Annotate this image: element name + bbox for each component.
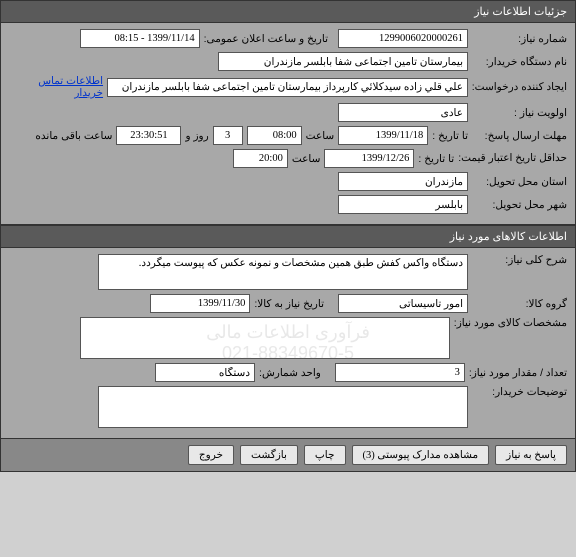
attachments-button[interactable]: مشاهده مدارک پیوستی (3): [352, 445, 490, 465]
creator-field: [107, 78, 468, 97]
group-label: گروه کالا:: [472, 298, 567, 310]
unit-label: واحد شمارش:: [259, 367, 321, 379]
contact-link[interactable]: اطلاعات تماس خریدار: [9, 75, 103, 99]
validity-label: حداقل تاریخ اعتبار قیمت:: [458, 152, 567, 165]
days-label: روز و: [185, 130, 208, 142]
until-label: تا تاریخ :: [432, 130, 468, 142]
deadline-date-field: [338, 126, 428, 145]
print-button[interactable]: چاپ: [304, 445, 346, 465]
request-number-field: [338, 29, 468, 48]
exit-button[interactable]: خروج: [188, 445, 234, 465]
goods-info-body: فرآوری اطلاعات مالی 021-88349670-5 شرح ک…: [0, 248, 576, 439]
notes-label: توضیحات خریدار:: [472, 386, 567, 398]
qty-label: تعداد / مقدار مورد نیاز:: [469, 367, 567, 379]
desc-label: شرح کلی نیاز:: [472, 254, 567, 266]
validity-until-label: تا تاریخ :: [418, 153, 454, 165]
city-field: [338, 195, 468, 214]
need-date-label: تاریخ نیاز به کالا:: [254, 298, 324, 310]
validity-time-field: [233, 149, 288, 168]
days-field: [213, 126, 243, 145]
back-button[interactable]: بازگشت: [240, 445, 298, 465]
button-row: پاسخ به نیاز مشاهده مدارک پیوستی (3) چاپ…: [0, 439, 576, 472]
time-label-2: ساعت: [292, 153, 321, 165]
creator-label: ایجاد کننده درخواست:: [472, 81, 567, 93]
buyer-label: نام دستگاه خریدار:: [472, 56, 567, 68]
time-label-1: ساعت: [306, 130, 335, 142]
deadline-time-field: [247, 126, 302, 145]
announce-field: [80, 29, 200, 48]
buyer-field: [218, 52, 468, 71]
spec-label: مشخصات کالای مورد نیاز:: [454, 317, 567, 329]
qty-field: [335, 363, 465, 382]
group-field: [338, 294, 468, 313]
city-label: شهر محل تحویل:: [472, 199, 567, 211]
deadline-label: مهلت ارسال پاسخ:: [472, 130, 567, 142]
notes-field: [98, 386, 468, 428]
goods-info-header: اطلاعات کالاهای مورد نیاز: [0, 225, 576, 248]
unit-field: [155, 363, 255, 382]
desc-field: دستگاه واکس کفش طبق همین مشخصات و نمونه …: [98, 254, 468, 290]
province-field: [338, 172, 468, 191]
province-label: استان محل تحویل:: [472, 176, 567, 188]
need-date-field: [150, 294, 250, 313]
needs-detail-body: شماره نیاز: تاریخ و ساعت اعلان عمومی: نا…: [0, 23, 576, 225]
validity-date-field: [324, 149, 414, 168]
remaining-label: ساعت باقی مانده: [35, 130, 112, 142]
remaining-time-field: [116, 126, 181, 145]
respond-button[interactable]: پاسخ به نیاز: [495, 445, 567, 465]
needs-detail-header: جزئیات اطلاعات نیاز: [0, 0, 576, 23]
request-number-label: شماره نیاز:: [472, 33, 567, 45]
spec-field: [80, 317, 450, 359]
announce-label: تاریخ و ساعت اعلان عمومی:: [204, 33, 328, 45]
priority-label: اولویت نیاز :: [472, 107, 567, 119]
priority-field: [338, 103, 468, 122]
